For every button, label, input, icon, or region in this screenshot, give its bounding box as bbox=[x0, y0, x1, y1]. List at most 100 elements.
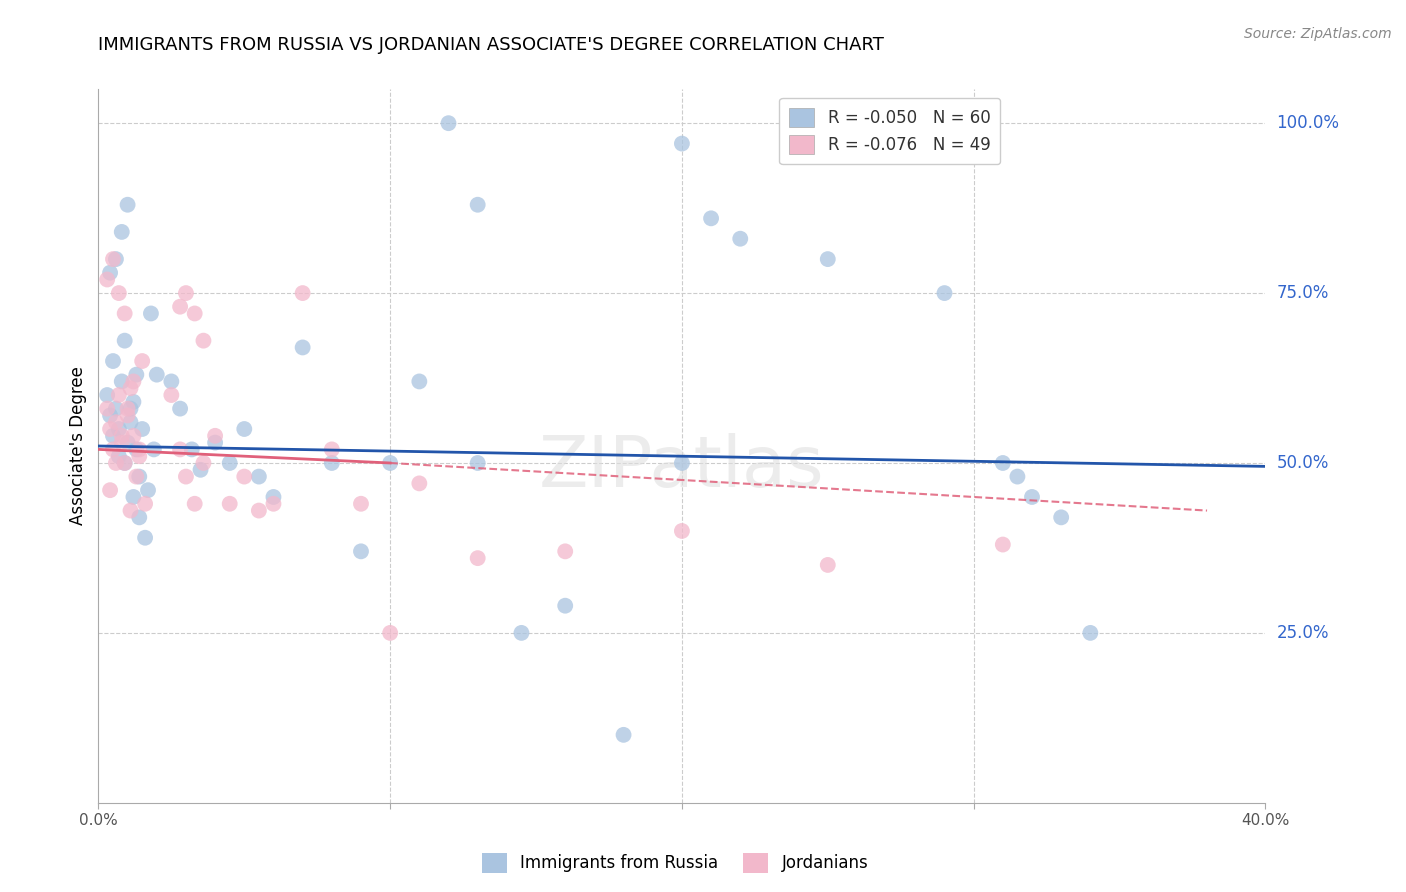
Point bbox=[247, 469, 270, 483]
Point bbox=[160, 375, 183, 389]
Point bbox=[122, 375, 145, 389]
Point bbox=[378, 626, 402, 640]
Point bbox=[96, 388, 118, 402]
Legend: Immigrants from Russia, Jordanians: Immigrants from Russia, Jordanians bbox=[475, 847, 875, 880]
Point bbox=[98, 483, 121, 498]
Text: 75.0%: 75.0% bbox=[1277, 284, 1329, 302]
Point bbox=[193, 334, 215, 348]
Point bbox=[108, 422, 131, 436]
Point bbox=[136, 483, 159, 498]
Point bbox=[101, 429, 124, 443]
Point bbox=[262, 497, 284, 511]
Point bbox=[125, 442, 148, 457]
Point bbox=[104, 456, 127, 470]
Point bbox=[991, 456, 1014, 470]
Point bbox=[350, 497, 373, 511]
Point bbox=[204, 435, 226, 450]
Point bbox=[467, 456, 489, 470]
Point bbox=[554, 599, 576, 613]
Point bbox=[671, 136, 693, 151]
Text: 25.0%: 25.0% bbox=[1277, 624, 1329, 642]
Point bbox=[114, 456, 136, 470]
Point bbox=[350, 544, 373, 558]
Point bbox=[467, 198, 489, 212]
Point bbox=[117, 435, 139, 450]
Point bbox=[991, 537, 1014, 551]
Point bbox=[114, 456, 136, 470]
Point bbox=[131, 422, 153, 436]
Point bbox=[233, 422, 256, 436]
Point bbox=[122, 394, 145, 409]
Point bbox=[125, 469, 148, 483]
Point bbox=[378, 456, 402, 470]
Text: 50.0%: 50.0% bbox=[1277, 454, 1329, 472]
Point bbox=[111, 375, 134, 389]
Point bbox=[169, 401, 191, 416]
Point bbox=[193, 456, 215, 470]
Point bbox=[467, 551, 489, 566]
Point bbox=[174, 469, 197, 483]
Point bbox=[612, 728, 634, 742]
Point bbox=[247, 503, 270, 517]
Point bbox=[554, 544, 576, 558]
Point bbox=[122, 490, 145, 504]
Point bbox=[134, 497, 156, 511]
Point bbox=[139, 306, 162, 320]
Point bbox=[134, 531, 156, 545]
Point bbox=[111, 225, 134, 239]
Point bbox=[671, 524, 693, 538]
Text: 100.0%: 100.0% bbox=[1277, 114, 1340, 132]
Point bbox=[128, 442, 150, 457]
Point bbox=[437, 116, 460, 130]
Point bbox=[101, 252, 124, 266]
Point bbox=[108, 449, 131, 463]
Point bbox=[98, 422, 121, 436]
Point bbox=[728, 232, 751, 246]
Point bbox=[1021, 490, 1043, 504]
Point bbox=[111, 435, 134, 450]
Point bbox=[204, 429, 226, 443]
Point bbox=[934, 286, 956, 301]
Point bbox=[122, 429, 145, 443]
Point bbox=[146, 368, 169, 382]
Point bbox=[671, 456, 693, 470]
Point bbox=[120, 381, 142, 395]
Text: ZIPatlas: ZIPatlas bbox=[538, 433, 825, 502]
Legend: R = -0.050   N = 60, R = -0.076   N = 49: R = -0.050 N = 60, R = -0.076 N = 49 bbox=[779, 97, 1000, 164]
Point bbox=[131, 354, 153, 368]
Point bbox=[104, 415, 127, 429]
Point bbox=[321, 442, 343, 457]
Point bbox=[104, 252, 127, 266]
Point bbox=[101, 354, 124, 368]
Point bbox=[817, 252, 839, 266]
Point bbox=[128, 449, 150, 463]
Point bbox=[183, 306, 205, 320]
Point bbox=[291, 286, 314, 301]
Y-axis label: Associate's Degree: Associate's Degree bbox=[69, 367, 87, 525]
Point bbox=[1080, 626, 1102, 640]
Point bbox=[408, 476, 430, 491]
Point bbox=[142, 442, 165, 457]
Point bbox=[700, 211, 723, 226]
Point bbox=[117, 198, 139, 212]
Point bbox=[125, 368, 148, 382]
Point bbox=[1050, 510, 1073, 524]
Point bbox=[321, 456, 343, 470]
Point bbox=[180, 442, 202, 457]
Point bbox=[817, 558, 839, 572]
Point bbox=[114, 306, 136, 320]
Point bbox=[117, 409, 139, 423]
Point bbox=[128, 510, 150, 524]
Point bbox=[408, 375, 430, 389]
Point bbox=[114, 334, 136, 348]
Point bbox=[174, 286, 197, 301]
Point bbox=[169, 442, 191, 457]
Point bbox=[291, 341, 314, 355]
Point bbox=[128, 469, 150, 483]
Point bbox=[117, 401, 139, 416]
Point bbox=[1007, 469, 1029, 483]
Point bbox=[169, 300, 191, 314]
Point bbox=[120, 503, 142, 517]
Point bbox=[108, 388, 131, 402]
Point bbox=[101, 442, 124, 457]
